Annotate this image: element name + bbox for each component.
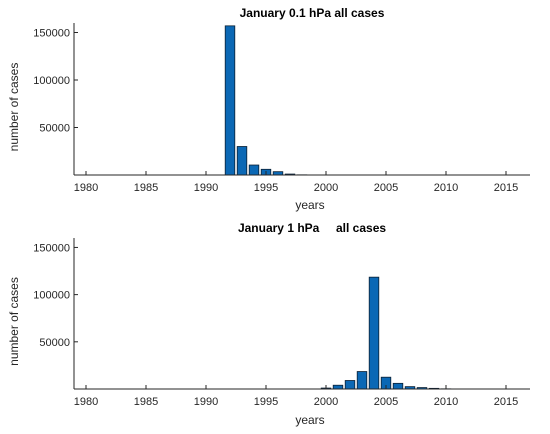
x-tick-label: 1980 bbox=[74, 182, 98, 194]
x-tick-label: 1985 bbox=[134, 182, 158, 194]
bar-2001 bbox=[332, 384, 344, 390]
bar-2004 bbox=[368, 276, 380, 390]
chart-panel-2: 1980 1985 1990 1995 2000 2005 2010 2015 50000 100… bbox=[7, 221, 530, 427]
bar-1993 bbox=[236, 146, 248, 176]
y-tick-label: 150000 bbox=[33, 242, 70, 254]
x-tick-label: 1980 bbox=[74, 396, 98, 408]
x-tick-label: 1985 bbox=[134, 396, 158, 408]
bar-2003 bbox=[356, 371, 368, 390]
chart-title: January 1 hPa all cases bbox=[238, 221, 386, 235]
bar-2002 bbox=[344, 380, 356, 390]
x-tick-label: 2015 bbox=[494, 396, 518, 408]
x-tick-label: 2010 bbox=[434, 396, 458, 408]
x-tick-label: 2015 bbox=[494, 182, 518, 194]
y-tick-label: 150000 bbox=[33, 28, 70, 40]
bar-2006 bbox=[392, 382, 404, 390]
bar-1992 bbox=[224, 25, 236, 176]
x-tick-label: 1990 bbox=[194, 396, 218, 408]
x-tick-label: 2005 bbox=[374, 396, 398, 408]
x-axis-label: years bbox=[295, 198, 324, 212]
x-tick-label: 2000 bbox=[314, 396, 338, 408]
y-tick-label: 100000 bbox=[33, 290, 70, 302]
x-tick-label: 1990 bbox=[194, 182, 218, 194]
x-tick-label: 2000 bbox=[314, 182, 338, 194]
bar-1994 bbox=[248, 164, 260, 176]
x-tick-label: 1995 bbox=[254, 182, 278, 194]
chart-title: January 0.1 hPa all cases bbox=[240, 6, 385, 20]
x-axis-label: years bbox=[295, 413, 324, 427]
x-tick-label: 2005 bbox=[374, 182, 398, 194]
y-axis-label: number of cases bbox=[7, 277, 21, 366]
y-axis-label: number of cases bbox=[7, 63, 21, 152]
chart-panel-1: 1980 1985 1990 1995 2000 2005 2010 2015 50000 100… bbox=[7, 6, 530, 212]
x-tick-label: 1995 bbox=[254, 396, 278, 408]
y-tick-label: 50000 bbox=[39, 337, 70, 349]
x-tick-label: 2010 bbox=[434, 182, 458, 194]
y-tick-label: 100000 bbox=[33, 75, 70, 87]
y-tick-label: 50000 bbox=[39, 123, 70, 135]
